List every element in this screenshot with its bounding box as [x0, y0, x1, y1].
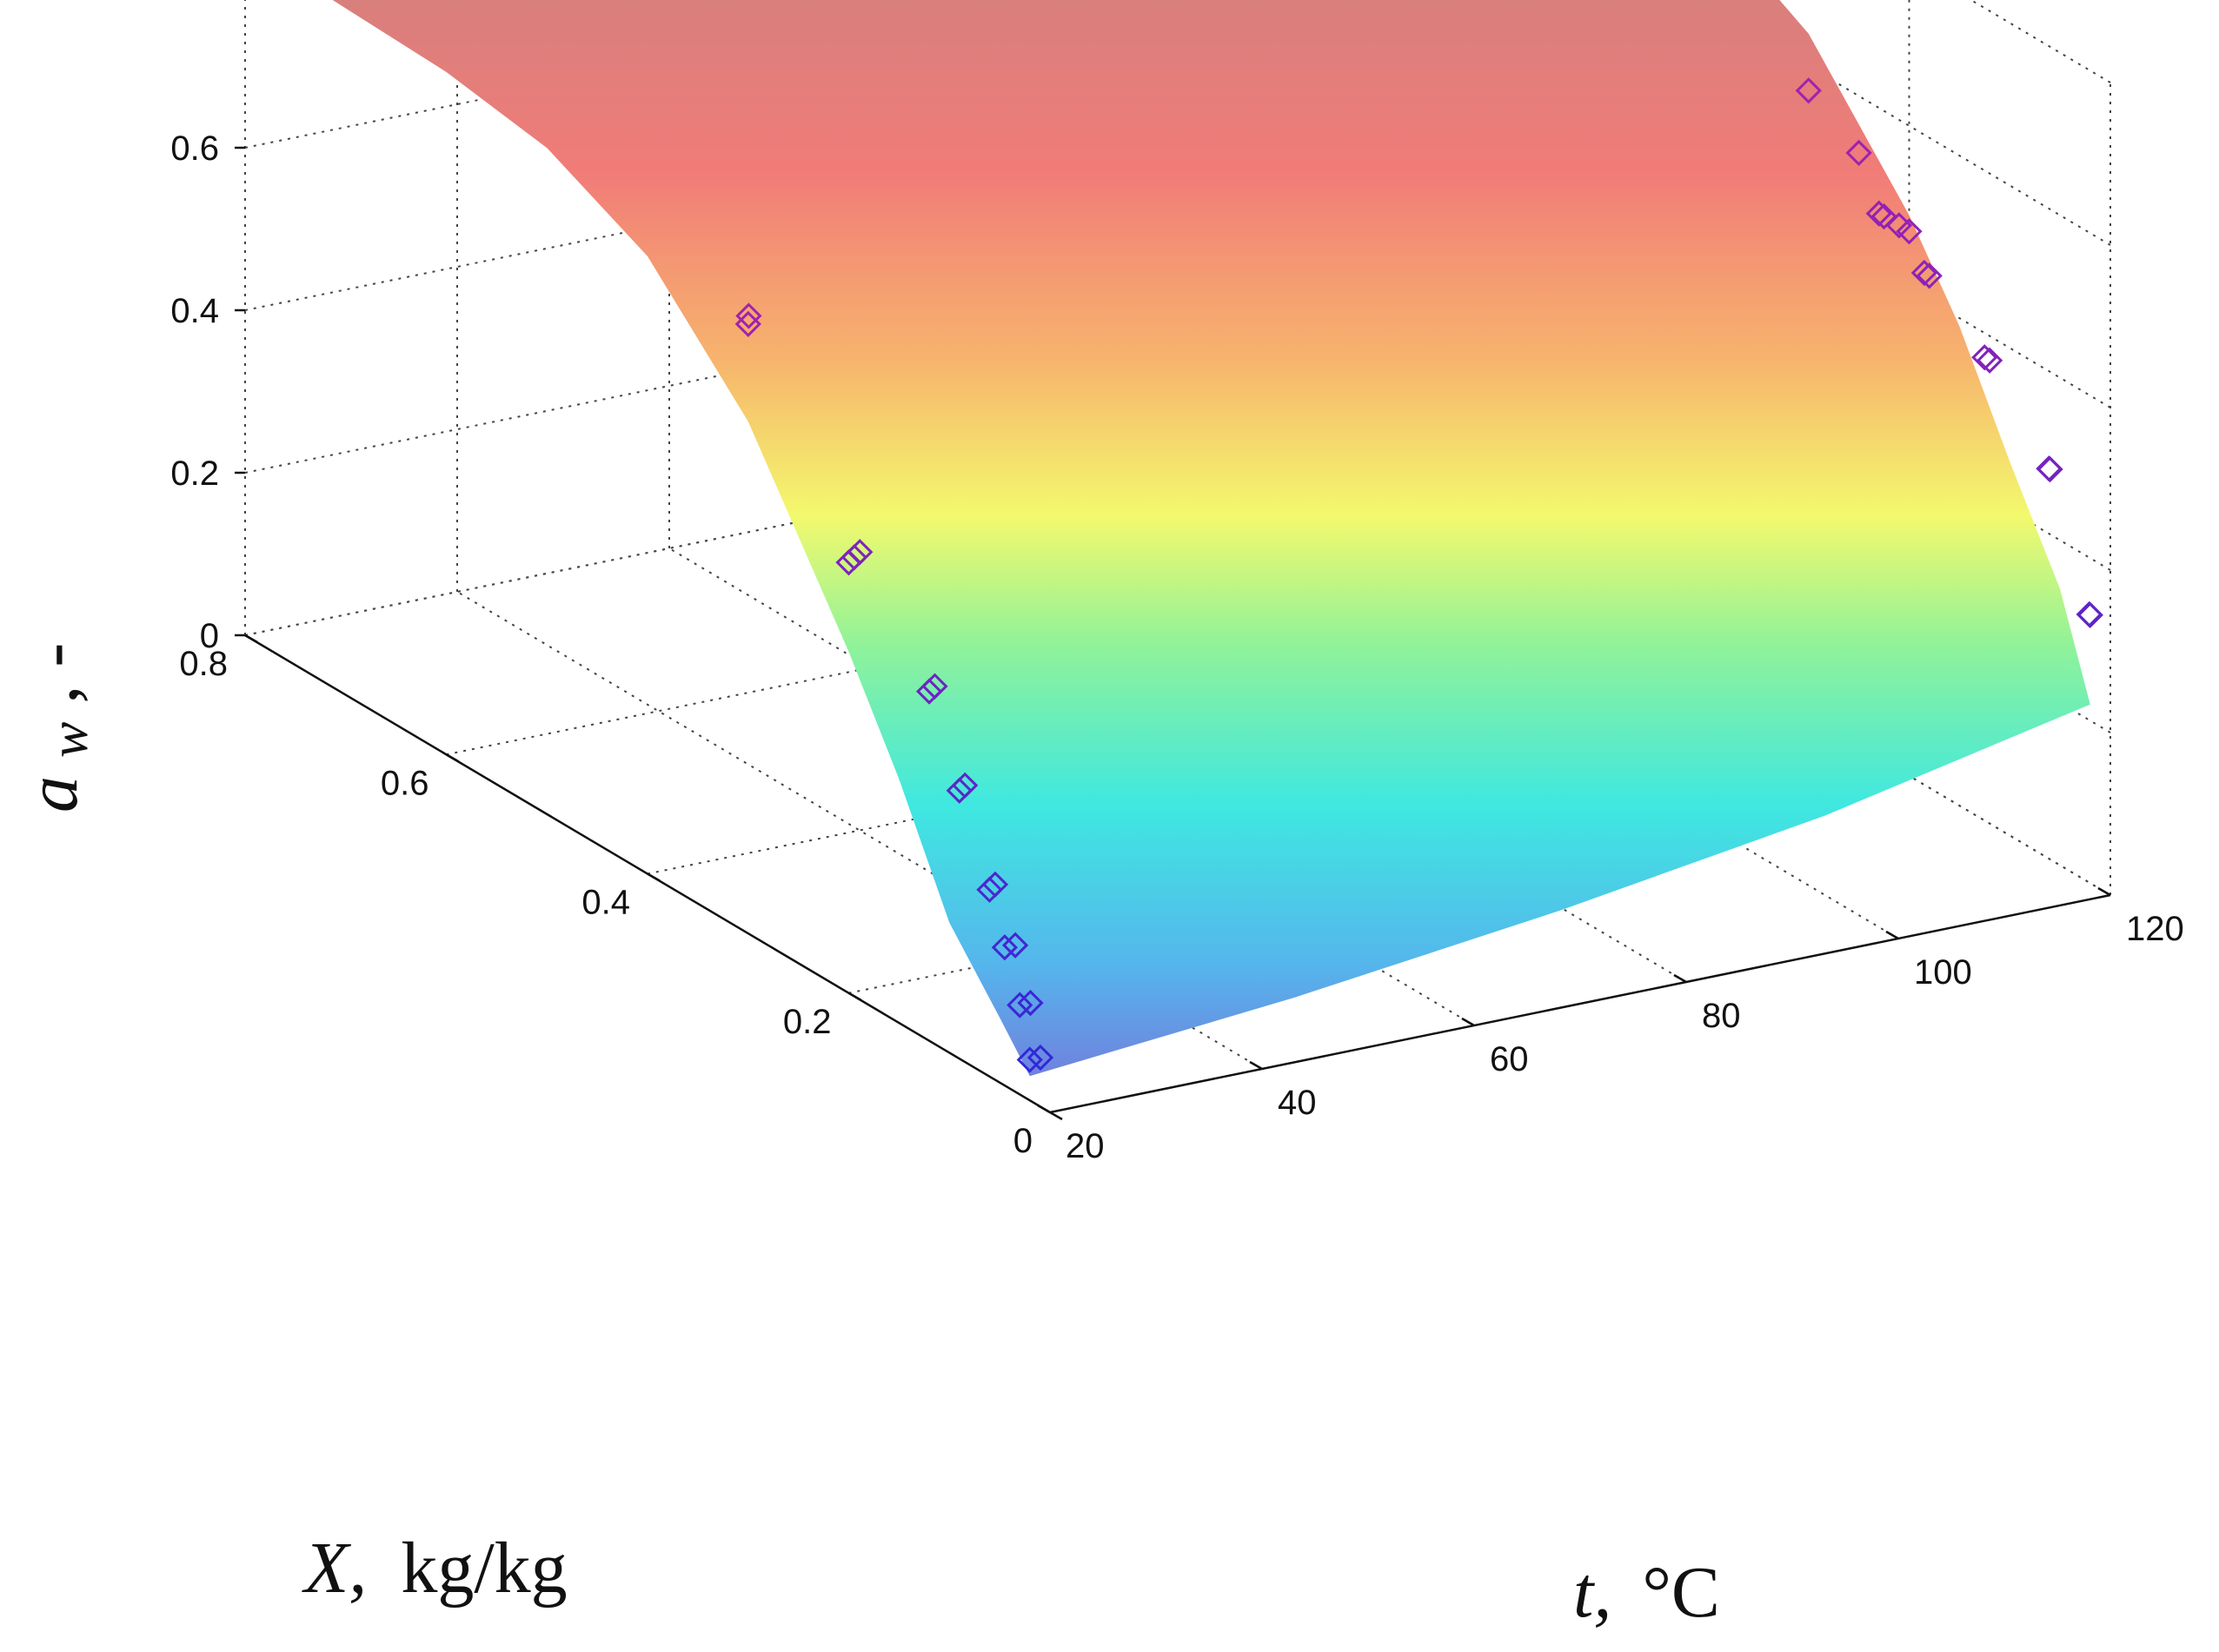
data-point-series1-12: [1845, 139, 1872, 167]
t-tick-mark-4: [1885, 930, 1899, 940]
data-point-series0-6: [976, 876, 1003, 903]
z-axis-label-sub: w: [40, 722, 99, 758]
t-tick-mark-3: [1673, 973, 1687, 984]
data-point-series1-7: [1910, 259, 1938, 287]
surface-layer: [332, 0, 2090, 1077]
z-tick-label-3: 0.6: [170, 129, 219, 168]
data-point-series1-5: [1971, 344, 1998, 371]
t-tick-mark-5: [2097, 886, 2111, 897]
data-point-series1-1: [2076, 600, 2103, 628]
x-axis-label-prefix: X,: [302, 1528, 367, 1609]
x-tick-mark-4: [244, 634, 258, 644]
t-tick-label-0: 20: [1066, 1127, 1105, 1165]
grid-backwall-z-0: [244, 417, 1306, 636]
t-tick-label-2: 60: [1490, 1040, 1529, 1078]
t-axis-label-units: °C: [1642, 1552, 1720, 1633]
x-tick-mark-2: [647, 872, 661, 882]
z-axis-label-base: a: [12, 776, 93, 813]
data-point-series0-2: [1007, 992, 1033, 1018]
t-tick-mark-0: [1037, 1104, 1051, 1114]
data-point-series0-3: [1017, 989, 1044, 1017]
z-tick-label-2: 0.4: [170, 292, 219, 330]
x-tick-label-4: 0.8: [179, 645, 228, 683]
data-point-series1-8: [1896, 218, 1923, 245]
z-tick-label-0: 0: [200, 617, 219, 655]
data-point-series0-1: [1026, 1044, 1054, 1071]
x-tick-mark-3: [445, 753, 460, 763]
data-point-series0-4: [991, 934, 1019, 961]
x-axis-label-units: kg/kg: [401, 1528, 567, 1609]
t-tick-label-1: 40: [1278, 1084, 1317, 1122]
data-point-series1-6: [1916, 262, 1943, 289]
z-axis-label-suffix: , -: [12, 643, 93, 704]
data-point-series1-13: [1795, 77, 1822, 104]
t-axis-line: [1049, 893, 2111, 1114]
t-tick-label-4: 100: [1914, 953, 1972, 992]
x-tick-label-2: 0.4: [581, 884, 630, 922]
t-tick-label-3: 80: [1702, 997, 1741, 1035]
data-point-series0-8: [946, 777, 973, 804]
z-axis-label: a w , -: [12, 643, 103, 813]
data-point-series0-0: [1016, 1046, 1043, 1073]
data-point-series0-16: [735, 302, 762, 329]
data-point-series0-14: [847, 539, 874, 566]
x-axis-label: X, kg/kg: [302, 1528, 568, 1609]
data-point-series1-11: [1865, 200, 1892, 227]
x-tick-label-3: 0.6: [381, 764, 429, 802]
data-point-series1-3: [2036, 455, 2063, 482]
tick-layer: 00.20.40.60.8100.20.40.60.82040608010012…: [170, 0, 2183, 1165]
t-tick-mark-1: [1249, 1060, 1263, 1071]
aw-surface: [332, 0, 2090, 1077]
z-tick-label-4: 0.8: [170, 0, 219, 5]
data-point-series0-11: [921, 673, 948, 700]
data-point-series0-13: [840, 544, 868, 571]
data-point-series0-9: [952, 772, 979, 799]
x-tick-mark-0: [1049, 1111, 1063, 1121]
x-tick-mark-1: [847, 992, 862, 1001]
marker-layer: [734, 77, 2103, 1073]
data-point-series0-5: [1001, 932, 1029, 959]
z-tick-label-1: 0.2: [170, 454, 219, 493]
x-tick-label-1: 0.2: [783, 1003, 832, 1041]
x-tick-label-0: 0: [1013, 1122, 1033, 1160]
data-point-series0-7: [981, 871, 1009, 898]
t-axis-label-prefix: t,: [1573, 1552, 1611, 1633]
data-point-series1-10: [1870, 202, 1897, 230]
data-point-series1-4: [1976, 347, 2003, 374]
t-axis-label: t, °C: [1573, 1552, 1720, 1633]
t-tick-label-5: 120: [2126, 910, 2184, 948]
data-point-series0-10: [915, 678, 943, 705]
t-tick-mark-2: [1461, 1017, 1475, 1027]
